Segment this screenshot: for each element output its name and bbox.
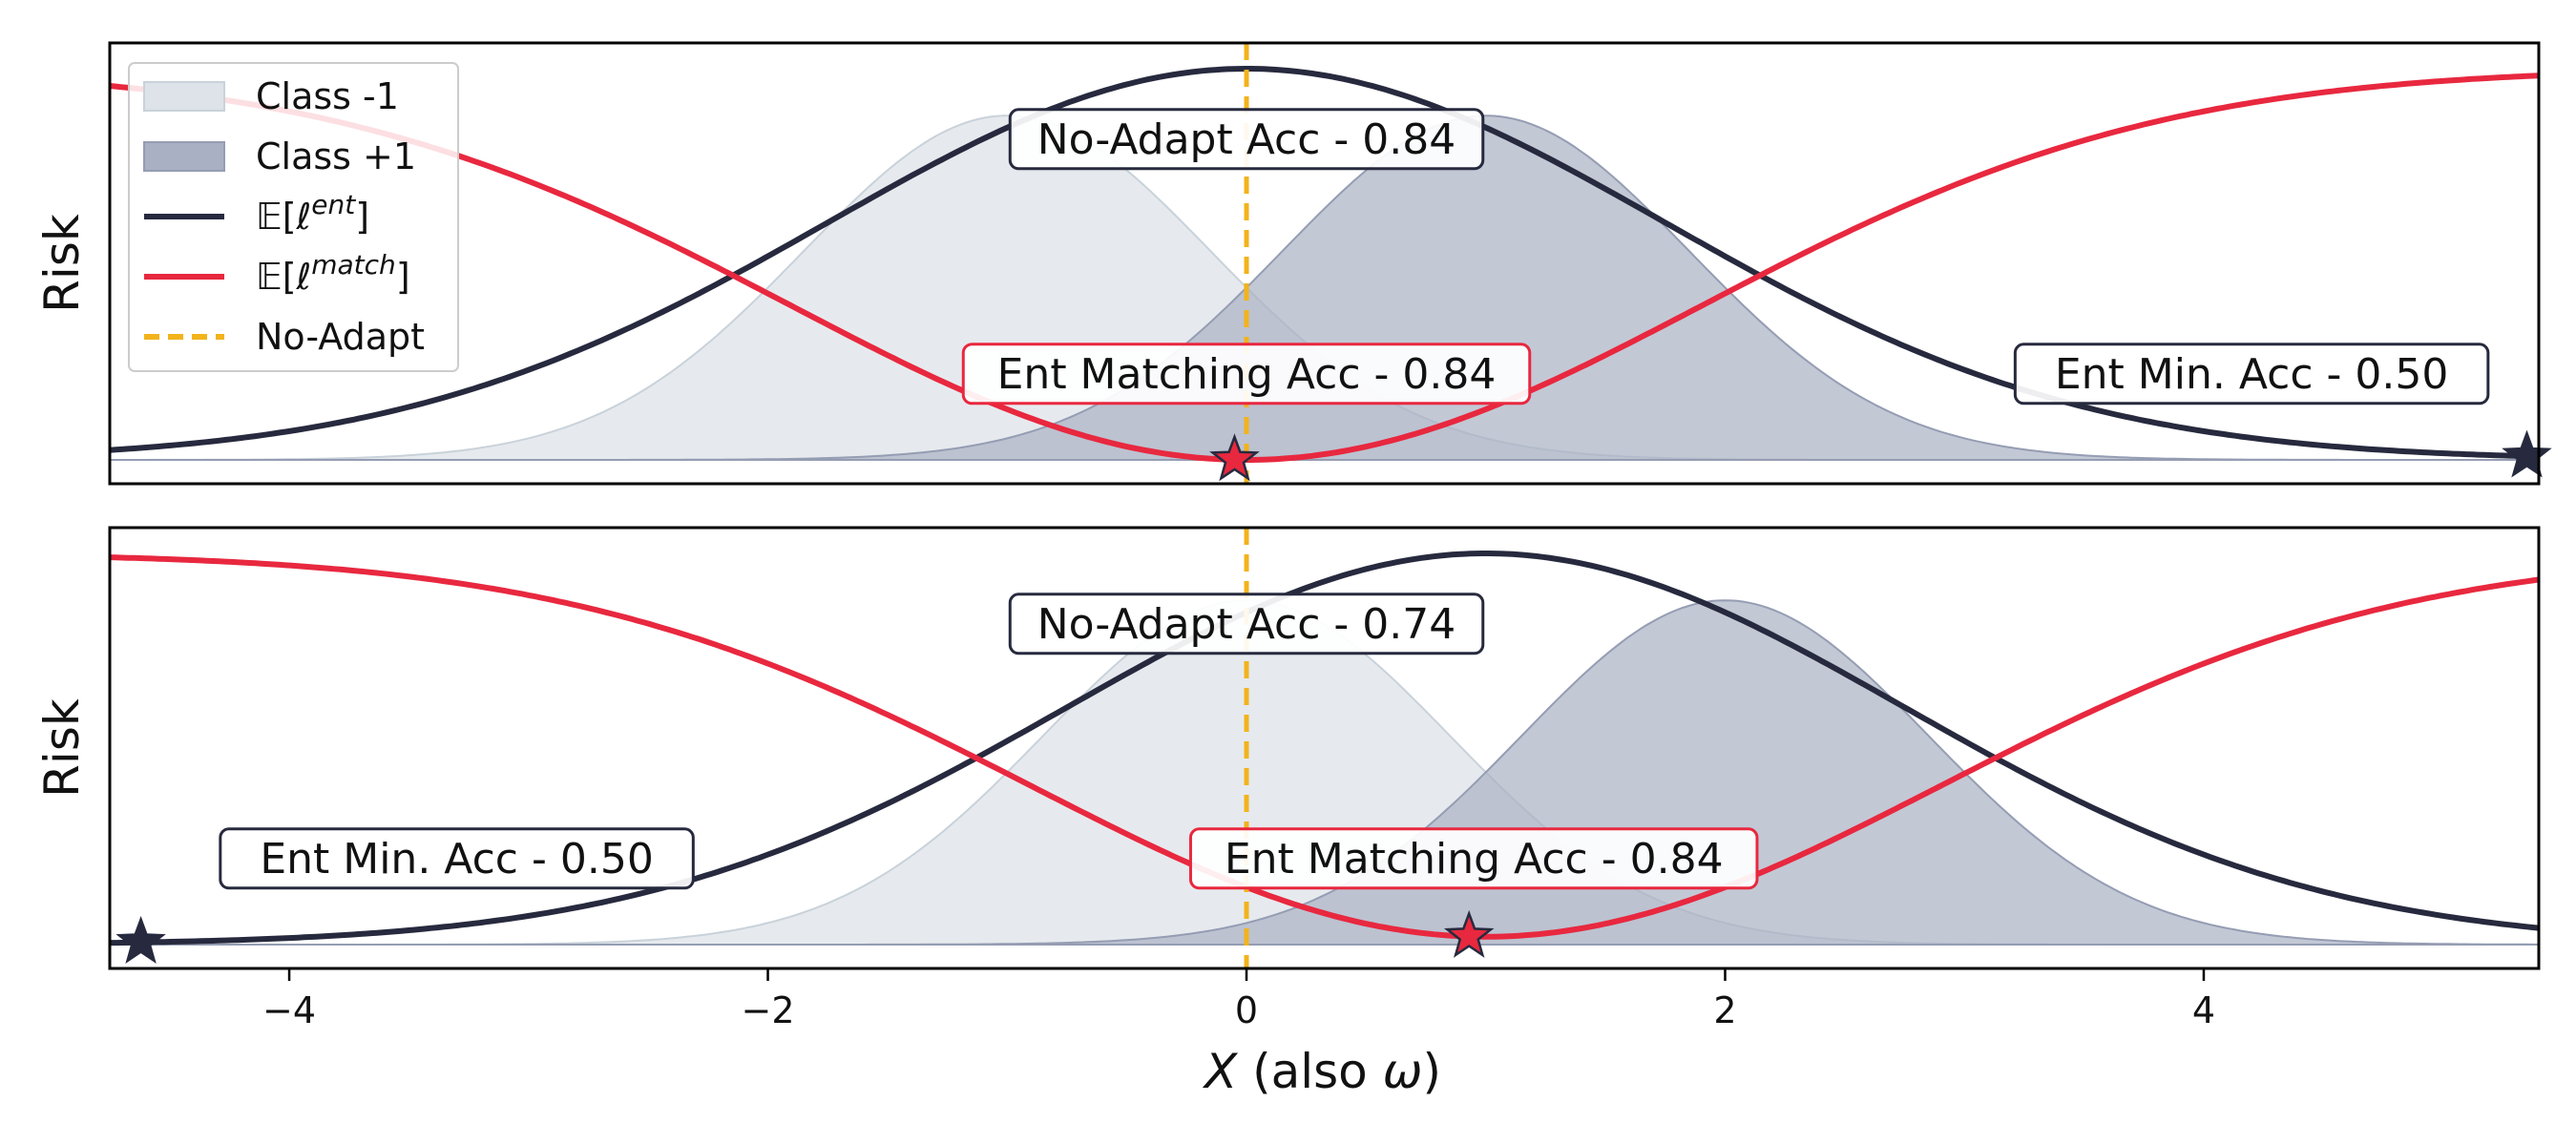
annotation-box: [1008, 108, 1485, 171]
x-tick-label: 0: [1235, 989, 1258, 1031]
star-marker-ent: [115, 916, 166, 965]
annotation-text: Ent Min. Acc - 0.50: [260, 835, 654, 884]
legend-box: [128, 62, 459, 372]
y-axis-label: Risk: [34, 698, 90, 798]
panel-frame: [108, 41, 2541, 486]
star-marker-match: [1209, 433, 1260, 482]
match-risk-line: [110, 73, 2539, 463]
bottom-panel: No-Adapt Acc - 0.74 Ent Matching Acc - 0.…: [34, 526, 2541, 970]
legend-item: 𝔼[ℓent]: [144, 189, 369, 238]
annotation-1: Ent Matching Acc - 0.84: [961, 343, 1532, 406]
plot-area: [110, 43, 2539, 484]
ent-risk-line: [110, 551, 2539, 946]
legend-swatch: [143, 81, 225, 112]
legend-item: Class +1: [143, 135, 416, 177]
legend-label: 𝔼[ℓmatch]: [256, 249, 410, 298]
legend-label: 𝔼[ℓent]: [256, 189, 369, 238]
top-panel: No-Adapt Acc - 0.84 Ent Matching Acc - 0.…: [34, 41, 2552, 486]
annotation-2: Ent Min. Acc - 0.50: [2013, 343, 2490, 406]
legend-item: No-Adapt: [144, 316, 425, 358]
annotation-text: Ent Min. Acc - 0.50: [2055, 350, 2449, 399]
star-marker-ent: [2502, 429, 2552, 478]
plot-area: [110, 528, 2539, 968]
legend-item: 𝔼[ℓmatch]: [144, 249, 410, 298]
annotation-box: [1008, 593, 1485, 655]
legend-item: Class -1: [143, 75, 399, 117]
x-tick-label: 4: [2192, 989, 2215, 1031]
y-axis-label: Risk: [34, 214, 90, 313]
panel-frame: [108, 526, 2541, 970]
x-axis: −4 −2 0 2 4: [262, 968, 2215, 1031]
annotation-1: Ent Matching Acc - 0.84: [1188, 827, 1759, 890]
annotation-2: Ent Min. Acc - 0.50: [219, 827, 695, 890]
annotation-0: No-Adapt Acc - 0.84: [1008, 108, 1485, 171]
annotation-text: Ent Matching Acc - 0.84: [997, 350, 1497, 399]
match-risk-line: [110, 554, 2539, 940]
annotation-box: [219, 827, 695, 890]
legend-swatch: [143, 141, 225, 172]
annotation-text: Ent Matching Acc - 0.84: [1225, 835, 1724, 884]
class-pos-density: [110, 599, 2539, 946]
annotation-box: [1188, 827, 1759, 890]
annotation-text: No-Adapt Acc - 0.84: [1037, 115, 1456, 164]
annotation-box: [961, 343, 1532, 406]
legend: Class -1 Class +1 𝔼[ℓent] 𝔼[ℓmatch] No-Adapt: [128, 62, 459, 372]
legend-label: No-Adapt: [256, 316, 425, 358]
class-pos-density: [110, 114, 2539, 461]
annotation-0: No-Adapt Acc - 0.74: [1008, 593, 1485, 655]
x-axis-label: X (also ω): [1202, 1044, 1441, 1099]
annotation-box: [2013, 343, 2490, 406]
x-tick-label: −2: [742, 989, 795, 1031]
star-marker-match: [1443, 909, 1495, 958]
ent-risk-line: [110, 66, 2539, 460]
annotation-text: No-Adapt Acc - 0.74: [1037, 600, 1456, 649]
x-tick-label: 2: [1713, 989, 1736, 1031]
x-tick-label: −4: [262, 989, 316, 1031]
legend-label: Class +1: [256, 135, 416, 177]
legend-label: Class -1: [256, 75, 399, 117]
